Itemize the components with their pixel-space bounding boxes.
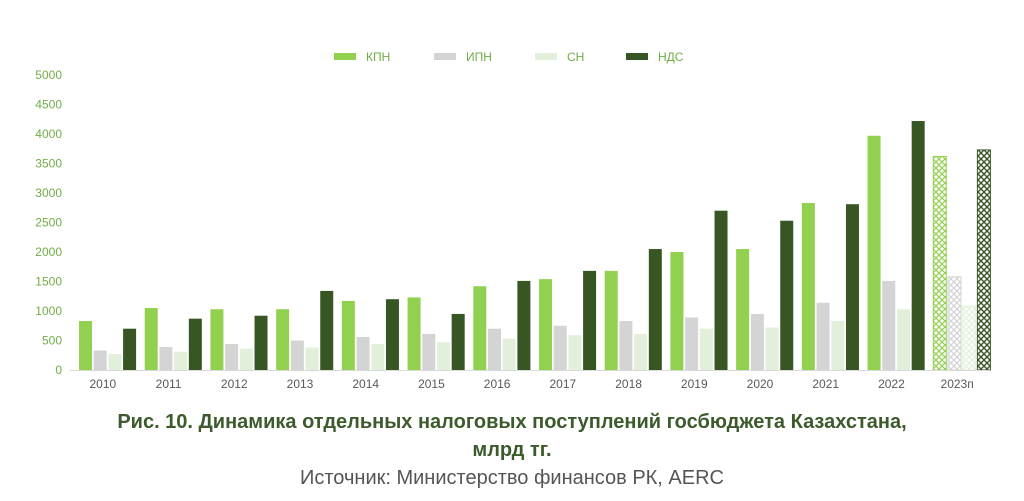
bar-ИПН-2023п: [947, 276, 962, 371]
bar-НДС-2012: [254, 315, 268, 370]
bar-КПН-2019: [670, 252, 684, 370]
bars: [79, 121, 991, 371]
x-tick-label: 2020: [747, 377, 774, 391]
bar-СН-2022: [896, 309, 910, 370]
y-tick-label: 500: [42, 334, 62, 348]
caption-title-line2: млрд тг.: [472, 439, 552, 461]
bar-ИПН-2020: [750, 313, 764, 370]
x-tick-label: 2013: [287, 377, 314, 391]
x-tick-label: 2015: [418, 377, 445, 391]
bar-КПН-2020: [736, 249, 750, 370]
caption-title-line1: Рис. 10. Динамика отдельных налоговых по…: [117, 411, 907, 433]
bar-ИПН-2015: [422, 334, 436, 370]
y-tick-label: 3000: [35, 186, 62, 200]
legend-label-4: НДС: [658, 50, 684, 64]
bar-ИПН-2017: [553, 325, 567, 370]
figure-caption: Рис. 10. Динамика отдельных налоговых по…: [0, 408, 1024, 464]
bar-ИПН-2013: [290, 340, 304, 370]
legend-swatch-2: [434, 53, 456, 60]
bar-НДС-2011: [188, 318, 202, 370]
bar-НДС-2015: [451, 313, 465, 370]
bar-КПН-2017: [539, 279, 552, 370]
y-tick-label: 0: [55, 363, 62, 377]
caption-source: Источник: Министерство финансов РК, AERC: [299, 467, 724, 489]
bar-НДС-2019: [714, 210, 728, 370]
x-tick-label: 2019: [681, 377, 708, 391]
bar-СН-2021: [831, 321, 845, 370]
bar-НДС-2022: [911, 121, 925, 371]
bar-НДС-2010: [123, 328, 137, 370]
bar-СН-2019: [699, 328, 713, 370]
bar-СН-2016: [502, 338, 516, 370]
y-tick-label: 2500: [35, 216, 62, 230]
bar-СН-2011: [174, 351, 188, 370]
bar-СН-2015: [436, 342, 450, 370]
x-tick-label: 2014: [352, 377, 379, 391]
bar-НДС-2014: [385, 299, 399, 370]
bar-СН-2017: [568, 335, 582, 370]
bar-КПН-2021: [801, 203, 815, 370]
y-tick-label: 4500: [35, 98, 62, 112]
bar-ИПН-2011: [159, 346, 173, 370]
bar-ИПН-2022: [882, 280, 896, 370]
bar-ИПН-2021: [816, 302, 830, 370]
bar-КПН-2014: [341, 300, 355, 370]
y-tick-label: 4000: [35, 127, 62, 141]
legend-swatch-1: [334, 53, 356, 60]
x-tick-label: 2010: [90, 377, 117, 391]
bar-СН-2023п: [962, 305, 977, 371]
bar-НДС-2021: [845, 204, 859, 370]
bar-НДС-2020: [780, 220, 794, 370]
bar-ИПН-2014: [356, 336, 370, 370]
bar-НДС-2023п: [976, 149, 991, 371]
bar-КПН-2023п: [932, 155, 947, 371]
bar-СН-2014: [371, 344, 385, 370]
tax-revenue-chart: КПН ИПН СН НДС 0 500 1000 1500 2000 2500 3000 3500…: [35, 50, 991, 391]
legend-swatch-3: [535, 53, 557, 60]
bar-КПН-2018: [604, 270, 618, 370]
bar-ИПН-2012: [225, 344, 239, 370]
legend-label-1: КПН: [366, 50, 390, 64]
bar-ИПН-2010: [93, 350, 107, 370]
legend-label-2: ИПН: [466, 50, 492, 64]
legend-label-3: СН: [567, 50, 584, 64]
x-tick-label: 2017: [550, 377, 577, 391]
y-tick-label: 3500: [35, 157, 62, 171]
bar-НДС-2017: [583, 270, 597, 370]
y-axis: 0 500 1000 1500 2000 2500 3000 3500 4000 4500 5000: [35, 68, 62, 377]
x-tick-label: 2011: [156, 377, 182, 391]
bar-НДС-2016: [517, 280, 531, 370]
y-tick-label: 1500: [35, 275, 62, 289]
y-tick-label: 2000: [35, 245, 62, 259]
bar-КПН-2015: [407, 297, 421, 370]
x-tick-label: 2016: [484, 377, 511, 391]
x-axis: 2010 2011 2012 2013 2014 2015 2016 2017 2018 2019…: [70, 370, 990, 391]
x-tick-label: 2012: [221, 377, 248, 391]
legend-swatch-4: [626, 53, 648, 60]
bar-КПН-2012: [210, 309, 224, 370]
bar-СН-2020: [765, 327, 779, 370]
x-tick-label: 2021: [812, 377, 839, 391]
y-tick-label: 5000: [35, 68, 62, 82]
bar-ИПН-2019: [685, 317, 699, 370]
y-tick-label: 1000: [35, 304, 62, 318]
bar-КПН-2022: [867, 135, 881, 370]
bar-КПН-2016: [473, 286, 487, 370]
bar-НДС-2018: [648, 249, 662, 370]
x-tick-label: 2018: [615, 377, 642, 391]
bar-КПН-2010: [79, 321, 92, 370]
bar-СН-2010: [108, 354, 122, 370]
bar-ИПН-2018: [619, 321, 633, 370]
bar-ИПН-2016: [487, 328, 501, 370]
bar-СН-2018: [634, 334, 648, 370]
x-tick-label: 2022: [878, 377, 905, 391]
bar-НДС-2013: [320, 290, 334, 370]
bar-СН-2012: [239, 348, 253, 370]
bar-СН-2013: [305, 347, 319, 370]
bar-КПН-2011: [144, 308, 158, 370]
x-tick-label: 2023п: [941, 377, 974, 391]
bar-КПН-2013: [276, 309, 290, 370]
chart-legend: КПН ИПН СН НДС: [334, 50, 684, 64]
